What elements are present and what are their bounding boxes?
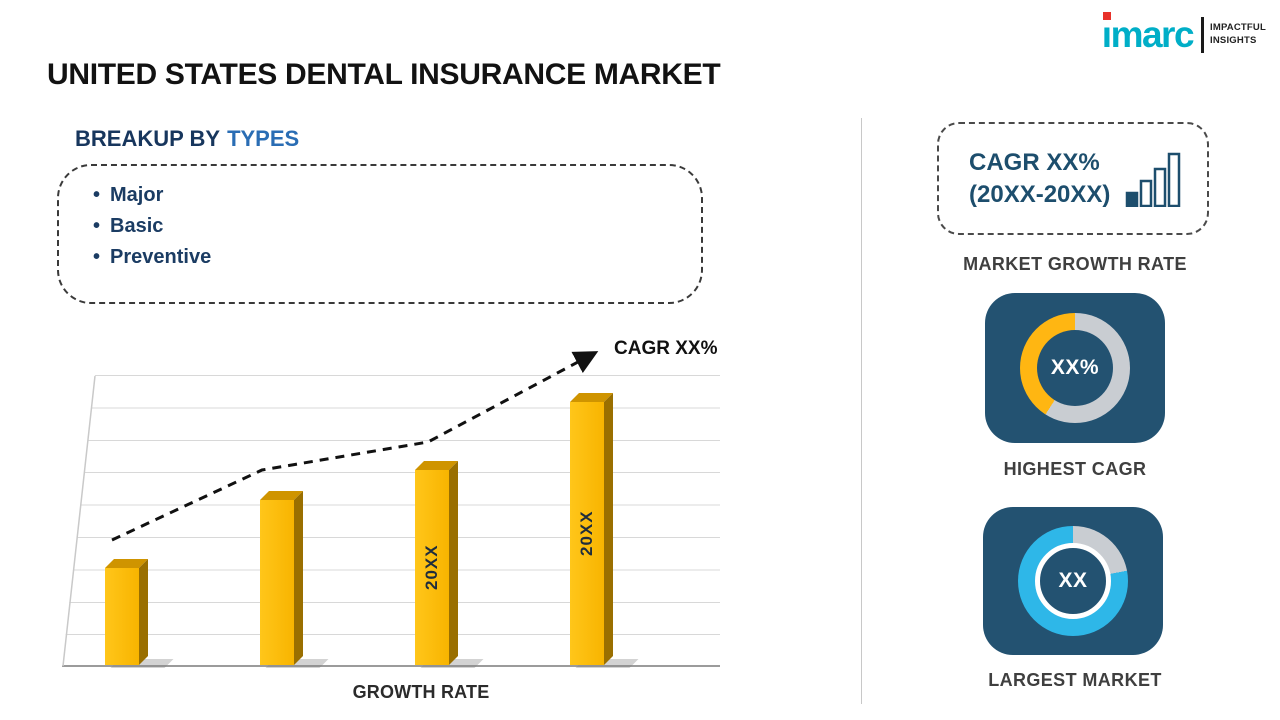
- logo-brand: ı marc: [1101, 12, 1195, 55]
- bar-label: [260, 500, 294, 665]
- donut-center-value: XX%: [1037, 330, 1113, 406]
- chart-bar: [260, 491, 303, 665]
- cagr-annotation: CAGR XX%: [614, 338, 718, 359]
- chart-bar: [105, 559, 148, 665]
- bar-label: 20XX: [577, 510, 596, 557]
- bar-top-face: [105, 559, 148, 568]
- highest-cagr-donut: XX%: [1020, 313, 1130, 423]
- cagr-period-text: CAGR XX% (20XX-20XX): [969, 147, 1110, 209]
- logo-tagline: IMPACTFUL INSIGHTS: [1201, 16, 1266, 53]
- largest-market-card: XX: [983, 507, 1163, 655]
- logo-red-dot: [1102, 12, 1111, 20]
- growth-rate-bar-chart: 20XX 20XX CAGR XX% GROWTH RATE: [62, 330, 720, 705]
- cagr-period-box: CAGR XX% (20XX-20XX): [937, 122, 1209, 235]
- breakup-heading-prefix: BREAKUP BY: [75, 126, 221, 151]
- logo-tagline-line1: IMPACTFUL: [1210, 22, 1266, 34]
- bar-label: 20XX: [422, 544, 441, 591]
- bar-side-face: [449, 461, 458, 665]
- chart-bar: 20XX: [415, 461, 458, 665]
- type-list-item: Major: [93, 180, 701, 211]
- largest-market-label: LARGEST MARKET: [988, 670, 1162, 690]
- bar-chart-icon: [1125, 152, 1181, 207]
- cagr-line2: (20XX-20XX): [969, 180, 1111, 208]
- cagr-line1: CAGR XX%: [969, 149, 1100, 177]
- highest-cagr-label: HIGHEST CAGR: [1003, 459, 1147, 479]
- type-list-item: Preventive: [93, 242, 701, 273]
- imarc-logo: ı marc IMPACTFUL INSIGHTS: [1101, 12, 1266, 55]
- donut-center-value: XX: [1035, 543, 1111, 619]
- largest-market-donut: XX: [1018, 526, 1128, 636]
- breakup-heading: BREAKUP BY TYPES: [75, 126, 299, 152]
- type-list-item: Basic: [93, 211, 701, 242]
- bar-label: [105, 568, 139, 665]
- bar-side-face: [139, 559, 148, 665]
- bar-side-face: [604, 393, 613, 665]
- section-divider: [861, 118, 862, 704]
- bar-front-face: [105, 568, 139, 665]
- chart-bar: 20XX: [570, 393, 613, 665]
- bar-side-face: [294, 491, 303, 665]
- market-growth-rate-label: MARKET GROWTH RATE: [963, 254, 1187, 274]
- breakup-heading-highlight: TYPES: [227, 126, 300, 151]
- type-list: Major Basic Preventive: [93, 180, 701, 273]
- page-title: UNITED STATES DENTAL INSURANCE MARKET: [47, 58, 721, 91]
- x-axis-label: GROWTH RATE: [352, 682, 490, 702]
- chart-grid: [62, 375, 720, 667]
- highest-cagr-card: XX%: [985, 293, 1165, 443]
- types-panel: Major Basic Preventive: [57, 164, 703, 304]
- logo-tagline-line2: INSIGHTS: [1210, 34, 1257, 46]
